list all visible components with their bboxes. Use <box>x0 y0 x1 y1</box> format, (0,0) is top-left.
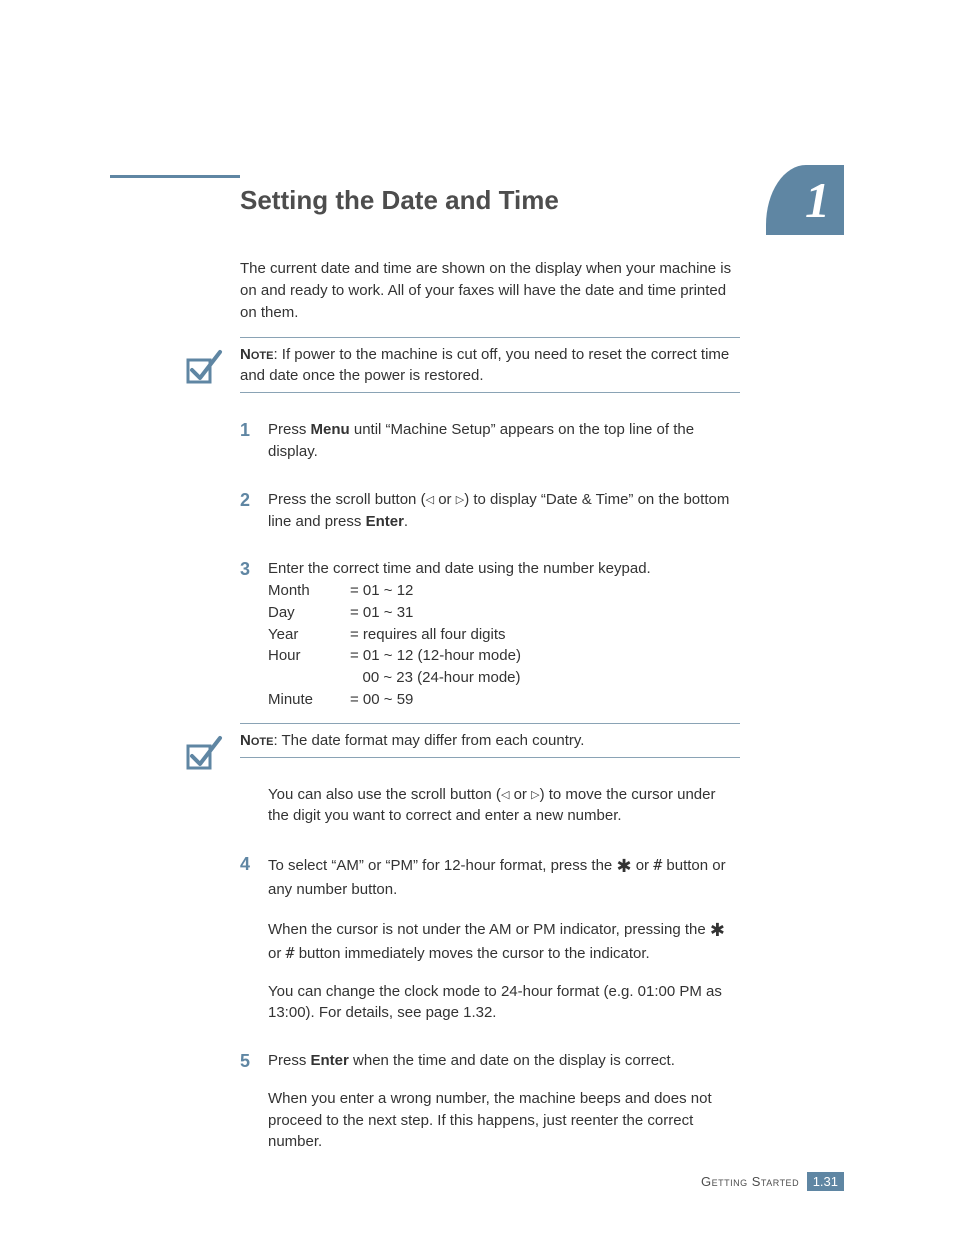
step-4-p3: You can change the clock mode to 24-hour… <box>268 981 740 1025</box>
row-month: Month= 01 ~ 12 <box>268 580 740 602</box>
content-column: Setting the Date and Time The current da… <box>240 185 740 1153</box>
footer-section-label: Getting Started <box>701 1174 799 1189</box>
s5-pre: Press <box>268 1052 311 1069</box>
step-4-p2: When the cursor is not under the AM or P… <box>268 917 740 965</box>
row-year: Year= requires all four digits <box>268 624 740 646</box>
page-title: Setting the Date and Time <box>240 185 740 216</box>
step-3: Enter the correct time and date using th… <box>240 558 740 827</box>
footer-page-number: 1.31 <box>807 1172 844 1191</box>
row-hour: Hour= 01 ~ 12 (12-hour mode) <box>268 645 740 667</box>
row-minute: Minute= 00 ~ 59 <box>268 689 740 711</box>
page-footer: Getting Started 1.31 <box>701 1174 844 1189</box>
step-2-post: . <box>404 513 408 530</box>
note-block-2: Note: The date format may differ from ea… <box>240 723 740 758</box>
step-5: Press Enter when the time and date on th… <box>240 1050 740 1153</box>
hash-icon: # <box>286 944 295 962</box>
v-hour-24: 00 ~ 23 (24-hour mode) <box>350 667 740 689</box>
checkmark-icon <box>184 732 224 772</box>
step-1-pre: Press <box>268 421 311 438</box>
s4-p1-mid: or <box>632 857 654 874</box>
step-1-menu: Menu <box>311 421 350 438</box>
note-text: : If power to the machine is cut off, yo… <box>240 346 729 384</box>
note-label: Note <box>240 346 273 363</box>
checkmark-icon <box>184 346 224 386</box>
note-text-2: : The date format may differ from each c… <box>273 732 584 749</box>
s4-p2-pre: When the cursor is not under the AM or P… <box>268 921 710 938</box>
k-month: Month <box>268 580 350 602</box>
triangle-right-icon: ▷ <box>456 494 464 506</box>
step-4-p1: To select “AM” or “PM” for 12-hour forma… <box>268 853 740 901</box>
v-hour: = 01 ~ 12 (12-hour mode) <box>350 645 740 667</box>
chapter-number: 1 <box>805 171 830 229</box>
s4-p1-pre: To select “AM” or “PM” for 12-hour forma… <box>268 857 616 874</box>
step-2-pre: Press the scroll button ( <box>268 491 426 508</box>
hash-icon: # <box>653 856 662 874</box>
intro-paragraph: The current date and time are shown on t… <box>240 258 740 323</box>
s4-p2-mid: or <box>268 945 286 962</box>
triangle-left-icon: ◁ <box>426 494 434 506</box>
row-hour-24: 00 ~ 23 (24-hour mode) <box>268 667 740 689</box>
k-hour: Hour <box>268 645 350 667</box>
row-day: Day= 01 ~ 31 <box>268 602 740 624</box>
k-hour-24 <box>268 667 350 689</box>
step-3b: You can also use the scroll button (◁ or… <box>268 784 740 828</box>
page: 1 Setting the Date and Time The current … <box>0 0 954 1235</box>
k-minute: Minute <box>268 689 350 711</box>
step-3b-pre: You can also use the scroll button ( <box>268 786 501 803</box>
v-month: = 01 ~ 12 <box>350 580 740 602</box>
k-year: Year <box>268 624 350 646</box>
step-3b-mid: or <box>509 786 531 803</box>
asterisk-icon: ✱ <box>616 856 631 876</box>
step-4: To select “AM” or “PM” for 12-hour forma… <box>240 853 740 1024</box>
v-day: = 01 ~ 31 <box>350 602 740 624</box>
step-3-lead: Enter the correct time and date using th… <box>268 558 740 580</box>
note-label-2: Note <box>240 732 273 749</box>
s5-post: when the time and date on the display is… <box>349 1052 675 1069</box>
v-minute: = 00 ~ 59 <box>350 689 740 711</box>
step-5-p2: When you enter a wrong number, the machi… <box>268 1088 740 1153</box>
triangle-right-icon: ▷ <box>531 789 539 801</box>
chapter-tab: 1 <box>766 165 844 235</box>
k-day: Day <box>268 602 350 624</box>
step-1: Press Menu until “Machine Setup” appears… <box>240 419 740 463</box>
step-5-p1: Press Enter when the time and date on th… <box>268 1050 740 1072</box>
asterisk-icon: ✱ <box>710 920 725 940</box>
step-2: Press the scroll button (◁ or ▷) to disp… <box>240 489 740 533</box>
top-rule <box>110 175 240 178</box>
s5-enter: Enter <box>311 1052 349 1069</box>
v-year: = requires all four digits <box>350 624 740 646</box>
s4-p2-post: button immediately moves the cursor to t… <box>295 945 650 962</box>
note-block-1: Note: If power to the machine is cut off… <box>240 337 740 393</box>
step-2-mid1: or <box>434 491 456 508</box>
steps-list: Press Menu until “Machine Setup” appears… <box>240 419 740 1153</box>
step-2-enter: Enter <box>366 513 404 530</box>
